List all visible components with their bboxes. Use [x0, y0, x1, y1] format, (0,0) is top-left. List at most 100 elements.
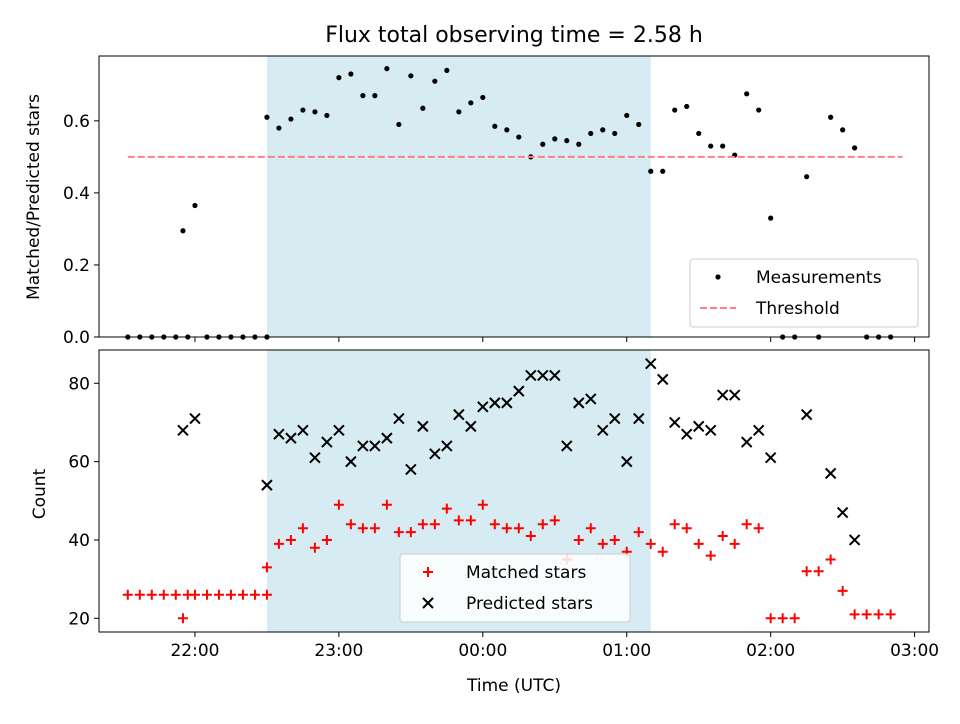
predicted-star-marker [549, 369, 561, 382]
matched-star-marker [465, 515, 476, 526]
predicted-star-marker [621, 455, 633, 468]
matched-star-marker [669, 519, 680, 530]
predicted-star-marker [800, 408, 813, 421]
measurement-point [180, 228, 186, 234]
measurement-point [288, 116, 294, 122]
measurement-point [804, 174, 810, 180]
predicted-star-marker [261, 479, 273, 491]
matched-star-marker [525, 531, 536, 542]
matched-star-marker [753, 523, 764, 534]
matched-star-marker [189, 589, 200, 600]
legend-matched-swatch [423, 567, 433, 577]
predicted-star-marker [297, 424, 309, 436]
measurement-point [768, 215, 774, 221]
predicted-star-marker [561, 440, 573, 452]
count-y-ticks: 20 40 60 80 [68, 374, 99, 629]
measurement-point [756, 107, 762, 113]
matched-star-marker [381, 499, 392, 510]
predicted-star-marker [285, 432, 297, 444]
predicted-star-marker [645, 358, 657, 370]
predicted-star-marker [585, 393, 597, 405]
predicted-star-marker [824, 467, 837, 480]
measurement-point [372, 93, 378, 99]
y-tick-label: 0.4 [63, 184, 90, 204]
predicted-star-marker [369, 440, 381, 452]
measurement-point [276, 125, 282, 131]
matched-star-marker [885, 609, 896, 620]
predicted-star-marker [728, 389, 741, 401]
measurement-point [600, 127, 606, 133]
matched-star-marker [837, 585, 848, 596]
legend-predicted-swatch [422, 597, 434, 609]
predicted-star-marker [309, 452, 321, 464]
legend-box [689, 258, 919, 328]
matched-star-marker [597, 538, 608, 549]
ratio-y-axis-label: Matched/Predicted stars [24, 94, 44, 300]
predicted-star-marker [740, 436, 753, 448]
matched-star-marker [777, 613, 788, 624]
predicted-star-marker [513, 385, 525, 397]
x-tick-label: 23:00 [314, 641, 363, 661]
measurement-point [396, 121, 402, 128]
predicted-star-marker [381, 432, 393, 444]
measurement-point [360, 93, 366, 99]
matched-star-marker [693, 538, 704, 549]
matched-star-marker [501, 523, 512, 534]
legend-box [399, 553, 631, 623]
matched-star-marker [741, 519, 752, 530]
chart-title: Flux total observing time = 2.58 h [325, 23, 703, 48]
predicted-star-marker [836, 506, 849, 519]
measurement-point [492, 123, 498, 129]
matched-star-marker [297, 523, 308, 534]
predicted-star-marker [417, 420, 429, 433]
predicted-star-marker [681, 428, 693, 440]
y-tick-label: 0.0 [63, 328, 90, 348]
y-tick-label: 80 [68, 374, 90, 394]
measurement-point [708, 143, 714, 149]
predicted-star-marker [597, 424, 609, 436]
matched-star-marker [357, 523, 368, 534]
predicted-star-marker [609, 412, 621, 425]
ratio-y-ticks: 0.0 0.2 0.4 0.6 [63, 112, 99, 348]
x-tick-label: 02:00 [746, 641, 795, 661]
matched-star-marker [729, 538, 740, 549]
matched-star-marker [237, 589, 248, 600]
matched-star-marker [225, 589, 236, 600]
predicted-star-marker [345, 455, 357, 468]
predicted-star-marker [273, 428, 285, 440]
legend-label: Threshold [755, 299, 840, 319]
measurement-point [444, 67, 450, 74]
measurement-point [696, 130, 702, 137]
x-tick-label: 00:00 [458, 641, 507, 661]
count-marks [122, 358, 896, 624]
matched-star-marker [170, 589, 181, 600]
measurement-point [744, 91, 750, 97]
matched-star-marker [177, 613, 188, 624]
ratio-x-ticks [194, 337, 916, 342]
matched-star-marker [453, 515, 464, 526]
matched-star-marker [537, 519, 548, 530]
predicted-star-marker [693, 420, 705, 433]
matched-star-marker [789, 613, 800, 624]
predicted-star-marker [752, 424, 765, 436]
matched-star-marker [321, 534, 332, 545]
measurement-point [852, 145, 858, 151]
matched-star-marker [285, 534, 296, 545]
count-legend: Matched stars Predicted stars [399, 553, 631, 623]
matched-star-marker [261, 562, 272, 573]
measurement-point [504, 127, 510, 133]
measurement-point [300, 107, 306, 113]
measurement-point [420, 105, 426, 111]
matched-star-marker [645, 538, 656, 549]
predicted-star-marker [501, 397, 513, 409]
measurement-point [480, 94, 486, 101]
measurement-point [636, 121, 642, 128]
predicted-star-marker [489, 397, 501, 409]
matched-star-marker [609, 534, 620, 545]
predicted-star-marker [573, 397, 585, 409]
matched-star-marker [261, 589, 272, 600]
matched-star-marker [633, 527, 644, 538]
matched-star-marker [717, 531, 728, 542]
legend-label: Matched stars [466, 563, 586, 583]
predicted-star-marker [477, 401, 489, 413]
